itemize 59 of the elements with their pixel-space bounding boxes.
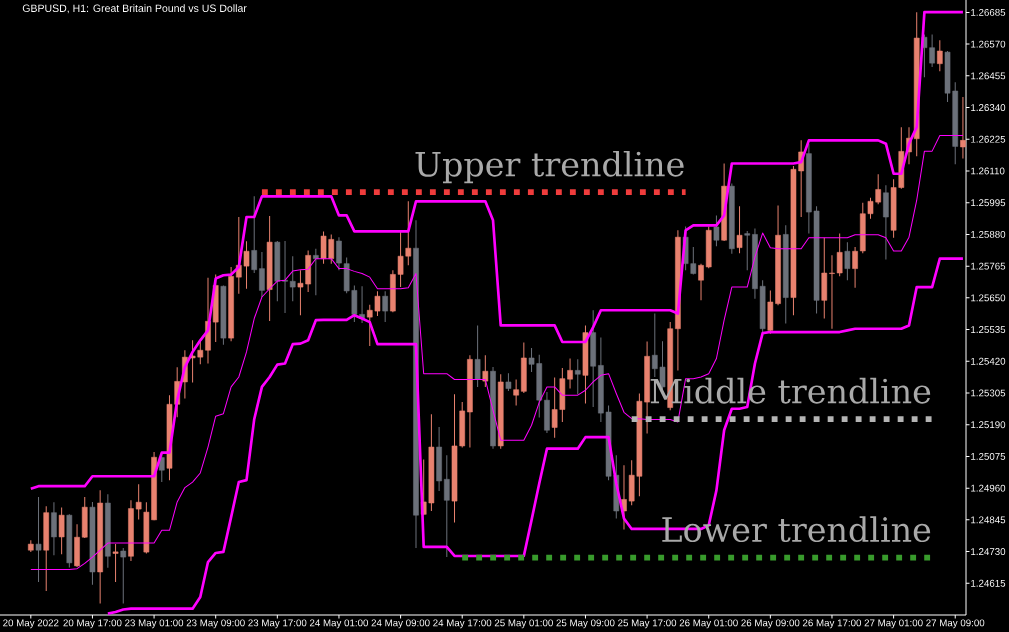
candlestick <box>844 241 851 281</box>
x-tick-label: 23 May 17:00 <box>248 619 307 629</box>
y-tick-label: 1.26340 <box>971 104 1006 112</box>
y-tick-label: 1.24960 <box>971 484 1006 492</box>
candlestick <box>736 205 743 254</box>
x-tick-label: 24 May 09:00 <box>371 619 430 629</box>
y-tick-label: 1.25420 <box>971 357 1006 365</box>
x-tick-label: 26 May 01:00 <box>679 619 738 629</box>
candlestick <box>289 255 296 302</box>
y-tick-label: 1.26685 <box>971 8 1006 16</box>
y-tick-label: 1.25075 <box>971 452 1006 460</box>
y-tick-label: 1.26225 <box>971 135 1006 143</box>
candlestick <box>474 324 481 388</box>
x-tick-label: 20 May 17:00 <box>63 619 122 629</box>
x-tick-label: 25 May 17:00 <box>618 619 677 629</box>
y-tick-label: 1.25765 <box>971 262 1006 270</box>
y-tick-label: 1.24845 <box>971 516 1006 524</box>
candlestick <box>251 195 258 274</box>
y-tick-label: 1.25190 <box>971 421 1006 429</box>
candlestick <box>120 547 127 604</box>
x-tick-label: 27 May 09:00 <box>926 619 985 629</box>
y-tick-label: 1.25650 <box>971 294 1006 302</box>
x-tick-label: 24 May 01:00 <box>309 619 369 629</box>
candlestick <box>937 39 943 72</box>
y-tick-label: 1.26570 <box>971 40 1006 48</box>
y-tick-label: 1.24730 <box>971 548 1006 556</box>
x-tick-label: 27 May 01:00 <box>864 619 923 629</box>
candlestick <box>482 354 489 388</box>
candlestick <box>259 251 265 298</box>
x-tick-label: 25 May 09:00 <box>556 619 615 629</box>
x-tick-label: 26 May 09:00 <box>741 619 800 629</box>
chart-title: GBPUSD, H1: Great Britain Pound vs US Dollar <box>22 4 247 14</box>
x-tick-label: 23 May 01:00 <box>125 619 184 629</box>
x-tick-label: 26 May 17:00 <box>802 619 862 629</box>
x-tick-label: 24 May 17:00 <box>433 619 492 629</box>
y-tick-label: 1.24615 <box>971 579 1006 587</box>
candlestick <box>574 358 581 395</box>
x-tick-label: 25 May 01:00 <box>494 619 553 629</box>
candlestick <box>852 246 858 289</box>
series-label: Upper trendline <box>415 150 684 184</box>
x-tick-label: 20 May 2022 <box>3 619 59 629</box>
candlestick <box>744 230 751 271</box>
candlestick <box>443 454 450 558</box>
candlestick <box>513 378 519 406</box>
series-label: Lower trendline <box>662 516 931 543</box>
candlestick <box>58 506 65 555</box>
x-tick-label: 23 May 09:00 <box>186 619 245 629</box>
y-tick-label: 1.25995 <box>971 199 1006 207</box>
y-tick-label: 1.25535 <box>971 326 1006 334</box>
y-tick-label: 1.26110 <box>971 167 1005 175</box>
candlestick <box>313 248 319 296</box>
y-tick-label: 1.25305 <box>971 389 1006 397</box>
candlestick <box>35 496 42 583</box>
candlestick <box>698 263 704 301</box>
y-tick-label: 1.26455 <box>971 72 1006 80</box>
candlestick <box>382 290 388 323</box>
y-tick-label: 1.25880 <box>971 230 1006 238</box>
candlestick <box>112 543 119 583</box>
candlestick <box>713 214 720 247</box>
